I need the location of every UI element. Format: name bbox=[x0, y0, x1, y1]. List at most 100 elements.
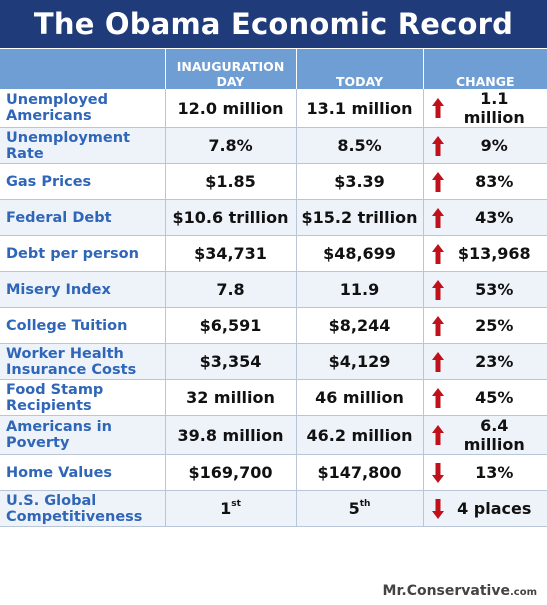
change-cell: 9% bbox=[423, 127, 547, 164]
change-value: $13,968 bbox=[457, 244, 531, 263]
change-cell: 13% bbox=[423, 454, 547, 491]
table-row: Gas Prices $1.85 $3.39 83% bbox=[0, 163, 547, 200]
inauguration-value-text: $1.85 bbox=[205, 172, 256, 191]
column-header-row: INAUGURATION DAY TODAY CHANGE bbox=[0, 49, 547, 89]
source-credit: Mr.Conservative.com bbox=[383, 583, 537, 599]
table-row: Federal Debt $10.6 trillion $15.2 trillion… bbox=[0, 199, 547, 236]
today-value-text: 46 million bbox=[315, 388, 404, 407]
arrow-up-icon bbox=[431, 351, 444, 372]
today-value: $147,800 bbox=[296, 454, 424, 491]
today-value: 46.2 million bbox=[296, 415, 424, 455]
inauguration-value-text: 39.8 million bbox=[177, 425, 284, 445]
table-row: Unemployment Rate 7.8% 8.5% 9% bbox=[0, 127, 547, 164]
inauguration-value: $169,700 bbox=[165, 454, 297, 491]
inauguration-value: 32 million bbox=[165, 379, 297, 416]
table-row: Home Values $169,700 $147,800 13% bbox=[0, 454, 547, 491]
table-row: Unemployed Americans 12.0 million 13.1 mil… bbox=[0, 89, 547, 128]
change-cell: 23% bbox=[423, 343, 547, 380]
change-cell: 45% bbox=[423, 379, 547, 416]
row-label: Misery Index bbox=[0, 271, 166, 308]
arrow-up-icon bbox=[431, 171, 444, 192]
inauguration-value: $1.85 bbox=[165, 163, 297, 200]
inauguration-value-text: 7.8% bbox=[208, 136, 253, 155]
change-cell: 53% bbox=[423, 271, 547, 308]
change-value: 23% bbox=[475, 352, 514, 371]
arrow-down-icon bbox=[431, 462, 444, 483]
row-label: Home Values bbox=[0, 454, 166, 491]
inauguration-value: $34,731 bbox=[165, 235, 297, 272]
today-value-text: $8,244 bbox=[328, 316, 391, 335]
change-cell: 4 places bbox=[423, 490, 547, 527]
today-value: 46 million bbox=[296, 379, 424, 416]
today-value-text: 8.5% bbox=[337, 136, 382, 155]
change-value: 4 places bbox=[457, 499, 532, 518]
today-value-text: 5 bbox=[348, 499, 360, 518]
row-label: Worker Health Insurance Costs bbox=[0, 343, 166, 380]
change-cell: $13,968 bbox=[423, 235, 547, 272]
row-label: Unemployed Americans bbox=[0, 89, 166, 128]
change-cell: 1.1 million bbox=[423, 89, 547, 128]
table-row: Misery Index 7.8 11.9 53% bbox=[0, 271, 547, 308]
today-value-ordinal: th bbox=[359, 499, 371, 509]
today-value-text: $147,800 bbox=[317, 463, 402, 482]
today-value: $8,244 bbox=[296, 307, 424, 344]
inauguration-value: 12.0 million bbox=[165, 89, 297, 128]
inauguration-value: $3,354 bbox=[165, 343, 297, 380]
source-tld: .com bbox=[509, 587, 537, 598]
change-value: 6.4 million bbox=[463, 416, 525, 454]
change-value: 13% bbox=[475, 463, 514, 482]
today-value: $3.39 bbox=[296, 163, 424, 200]
row-label: Food Stamp Recipients bbox=[0, 379, 166, 416]
today-value: 13.1 million bbox=[296, 89, 424, 128]
column-header-inauguration: INAUGURATION DAY bbox=[165, 49, 297, 89]
row-label: Federal Debt bbox=[0, 199, 166, 236]
table-row: Americans in Poverty 39.8 million 46.2 mil… bbox=[0, 415, 547, 455]
inauguration-value-text: 1 bbox=[220, 499, 232, 518]
row-label: Gas Prices bbox=[0, 163, 166, 200]
inauguration-value-text: $169,700 bbox=[188, 463, 273, 482]
change-value: 9% bbox=[480, 136, 508, 155]
today-value: $48,699 bbox=[296, 235, 424, 272]
row-label: College Tuition bbox=[0, 307, 166, 344]
today-value: 5th bbox=[296, 490, 424, 527]
change-value: 83% bbox=[475, 172, 514, 191]
table-row: Debt per person $34,731 $48,699 $13,968 bbox=[0, 235, 547, 272]
change-cell: 25% bbox=[423, 307, 547, 344]
today-value-text: 11.9 bbox=[339, 280, 380, 299]
inauguration-value-text: $6,591 bbox=[199, 316, 262, 335]
column-header-metric bbox=[0, 49, 166, 89]
inauguration-value-text: $3,354 bbox=[199, 352, 262, 371]
arrow-up-icon bbox=[431, 98, 444, 118]
inauguration-value: 39.8 million bbox=[165, 415, 297, 455]
inauguration-value: 7.8% bbox=[165, 127, 297, 164]
table-row: Food Stamp Recipients 32 million 46 millio… bbox=[0, 379, 547, 416]
today-value: 11.9 bbox=[296, 271, 424, 308]
today-value-text: $3.39 bbox=[334, 172, 385, 191]
page-title: The Obama Economic Record bbox=[0, 0, 547, 48]
arrow-up-icon bbox=[431, 207, 444, 228]
column-header-change: CHANGE bbox=[455, 74, 515, 89]
column-header-today: TODAY bbox=[296, 49, 424, 89]
table-row: Worker Health Insurance Costs $3,354 $4,12… bbox=[0, 343, 547, 380]
inauguration-value-text: 32 million bbox=[186, 388, 275, 407]
row-label: U.S. Global Competitiveness bbox=[0, 490, 166, 527]
arrow-down-icon bbox=[431, 498, 444, 519]
change-value: 1.1 million bbox=[463, 89, 525, 127]
change-cell: 43% bbox=[423, 199, 547, 236]
change-cell: 6.4 million bbox=[423, 415, 547, 455]
arrow-up-icon bbox=[431, 425, 444, 445]
row-label: Americans in Poverty bbox=[0, 415, 166, 455]
change-value: 25% bbox=[475, 316, 514, 335]
inauguration-value-ordinal: st bbox=[231, 499, 241, 509]
arrow-up-icon bbox=[431, 279, 444, 300]
inauguration-value-text: $34,731 bbox=[194, 244, 267, 263]
change-value: 43% bbox=[475, 208, 514, 227]
today-value-text: $15.2 trillion bbox=[301, 208, 418, 227]
arrow-up-icon bbox=[431, 387, 444, 408]
change-value: 53% bbox=[475, 280, 514, 299]
today-value-text: $48,699 bbox=[323, 244, 396, 263]
inauguration-value: $6,591 bbox=[165, 307, 297, 344]
arrow-up-icon bbox=[431, 243, 444, 264]
today-value-text: 13.1 million bbox=[306, 98, 413, 118]
inauguration-value-text: 7.8 bbox=[216, 280, 245, 299]
